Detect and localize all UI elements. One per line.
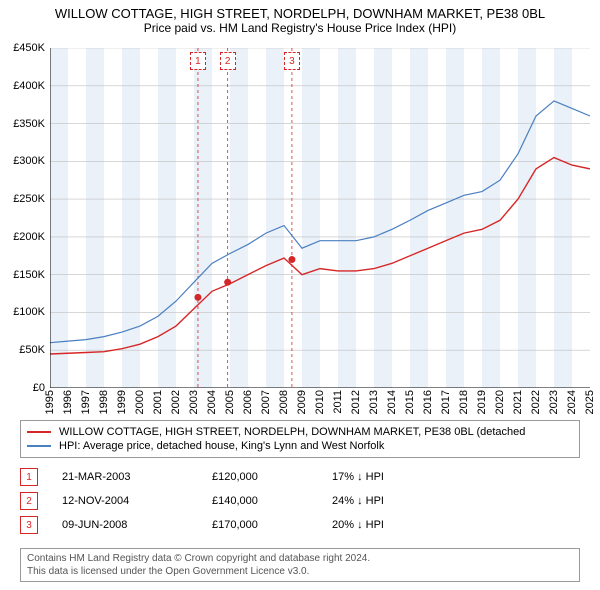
- x-tick-label: 2015: [404, 390, 416, 414]
- transaction-delta: 24% ↓ HPI: [332, 495, 452, 507]
- x-tick-label: 2005: [224, 390, 236, 414]
- x-tick-label: 2003: [188, 390, 200, 414]
- x-tick-label: 2007: [260, 390, 272, 414]
- x-tick-label: 2001: [152, 390, 164, 414]
- y-tick-label: £50K: [0, 344, 45, 356]
- chart-title: WILLOW COTTAGE, HIGH STREET, NORDELPH, D…: [0, 0, 600, 21]
- x-tick-label: 2008: [278, 390, 290, 414]
- transaction-date: 21-MAR-2003: [62, 471, 212, 483]
- transaction-price: £120,000: [212, 471, 332, 483]
- marker-number-box: 2: [220, 52, 236, 70]
- x-tick-label: 2017: [440, 390, 452, 414]
- x-tick-label: 1999: [116, 390, 128, 414]
- transaction-delta: 20% ↓ HPI: [332, 519, 452, 531]
- x-tick-label: 2002: [170, 390, 182, 414]
- legend-label-property: WILLOW COTTAGE, HIGH STREET, NORDELPH, D…: [59, 426, 525, 438]
- x-tick-label: 2012: [350, 390, 362, 414]
- x-tick-label: 2004: [206, 390, 218, 414]
- chart-subtitle: Price paid vs. HM Land Registry's House …: [0, 21, 600, 37]
- y-tick-label: £150K: [0, 269, 45, 281]
- transactions-table: 1 21-MAR-2003£120,00017% ↓ HPI 2 12-NOV-200…: [20, 465, 580, 537]
- x-tick-label: 2022: [530, 390, 542, 414]
- transaction-date: 09-JUN-2008: [62, 519, 212, 531]
- x-tick-label: 1996: [62, 390, 74, 414]
- x-tick-label: 2014: [386, 390, 398, 414]
- transaction-price: £140,000: [212, 495, 332, 507]
- legend-swatch-property: [27, 431, 51, 433]
- y-tick-label: £200K: [0, 231, 45, 243]
- chart-container: WILLOW COTTAGE, HIGH STREET, NORDELPH, D…: [0, 0, 600, 590]
- transaction-number-box: 1: [20, 468, 38, 486]
- transaction-date: 12-NOV-2004: [62, 495, 212, 507]
- legend-swatch-hpi: [27, 445, 51, 447]
- x-tick-label: 1997: [80, 390, 92, 414]
- x-tick-label: 2016: [422, 390, 434, 414]
- footer: Contains HM Land Registry data © Crown c…: [20, 548, 580, 582]
- y-tick-label: £250K: [0, 193, 45, 205]
- transaction-delta: 17% ↓ HPI: [332, 471, 452, 483]
- y-tick-label: £350K: [0, 118, 45, 130]
- x-tick-label: 2020: [494, 390, 506, 414]
- transaction-number-box: 3: [20, 516, 38, 534]
- legend-row: HPI: Average price, detached house, King…: [27, 439, 573, 453]
- legend-label-hpi: HPI: Average price, detached house, King…: [59, 440, 384, 452]
- footer-line: Contains HM Land Registry data © Crown c…: [27, 552, 573, 565]
- transaction-number-box: 2: [20, 492, 38, 510]
- footer-line: This data is licensed under the Open Gov…: [27, 565, 573, 578]
- chart-area: £0£50K£100K£150K£200K£250K£300K£350K£400…: [50, 48, 590, 388]
- x-tick-label: 2019: [476, 390, 488, 414]
- x-tick-label: 2023: [548, 390, 560, 414]
- x-tick-label: 2006: [242, 390, 254, 414]
- legend: WILLOW COTTAGE, HIGH STREET, NORDELPH, D…: [20, 420, 580, 458]
- y-tick-label: £450K: [0, 42, 45, 54]
- marker-number-box: 3: [284, 52, 300, 70]
- transaction-row: 1 21-MAR-2003£120,00017% ↓ HPI: [20, 465, 580, 489]
- x-tick-label: 1995: [44, 390, 56, 414]
- transaction-row: 2 12-NOV-2004£140,00024% ↓ HPI: [20, 489, 580, 513]
- x-tick-label: 2011: [332, 390, 344, 414]
- x-tick-label: 2021: [512, 390, 524, 414]
- chart-svg: [50, 48, 590, 388]
- y-tick-label: £300K: [0, 155, 45, 167]
- x-tick-label: 2013: [368, 390, 380, 414]
- y-tick-label: £400K: [0, 80, 45, 92]
- marker-number-box: 1: [190, 52, 206, 70]
- y-tick-label: £100K: [0, 306, 45, 318]
- y-tick-label: £0: [0, 382, 45, 394]
- transaction-row: 3 09-JUN-2008£170,00020% ↓ HPI: [20, 513, 580, 537]
- x-tick-label: 2018: [458, 390, 470, 414]
- x-tick-label: 2025: [584, 390, 596, 414]
- x-tick-label: 2000: [134, 390, 146, 414]
- x-tick-label: 1998: [98, 390, 110, 414]
- legend-row: WILLOW COTTAGE, HIGH STREET, NORDELPH, D…: [27, 425, 573, 439]
- x-tick-label: 2024: [566, 390, 578, 414]
- x-tick-label: 2010: [314, 390, 326, 414]
- x-tick-label: 2009: [296, 390, 308, 414]
- transaction-price: £170,000: [212, 519, 332, 531]
